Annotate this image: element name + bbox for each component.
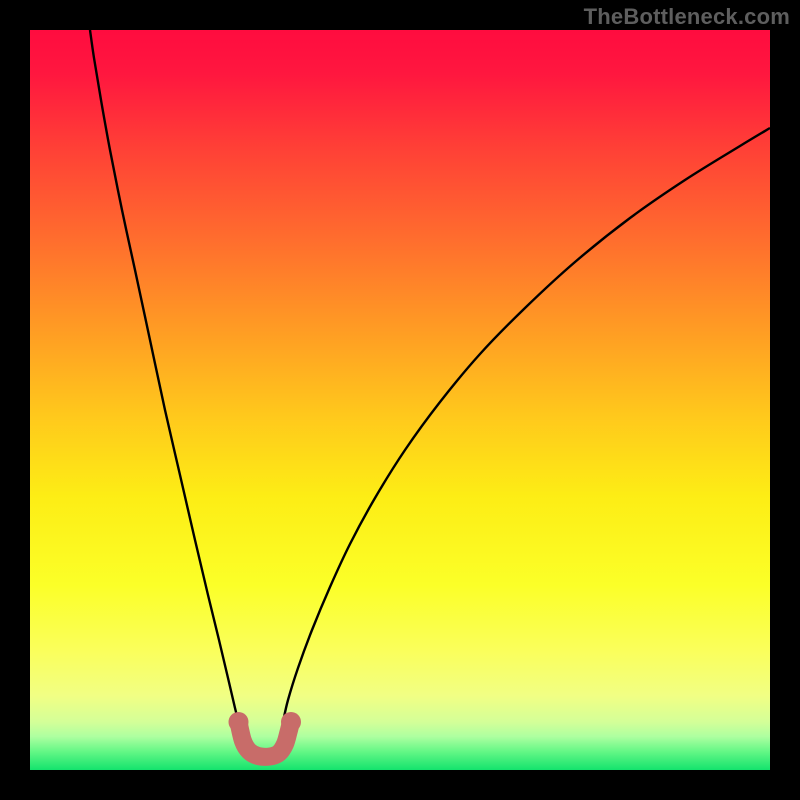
curve-right-branch <box>283 128 770 722</box>
valley-dot-left <box>229 712 249 732</box>
plot-area <box>30 30 770 770</box>
valley-dot-right <box>281 712 301 732</box>
chart-curves <box>30 30 770 770</box>
watermark-text: TheBottleneck.com <box>584 4 790 30</box>
chart-frame: TheBottleneck.com <box>0 0 800 800</box>
curve-left-branch <box>90 30 239 722</box>
